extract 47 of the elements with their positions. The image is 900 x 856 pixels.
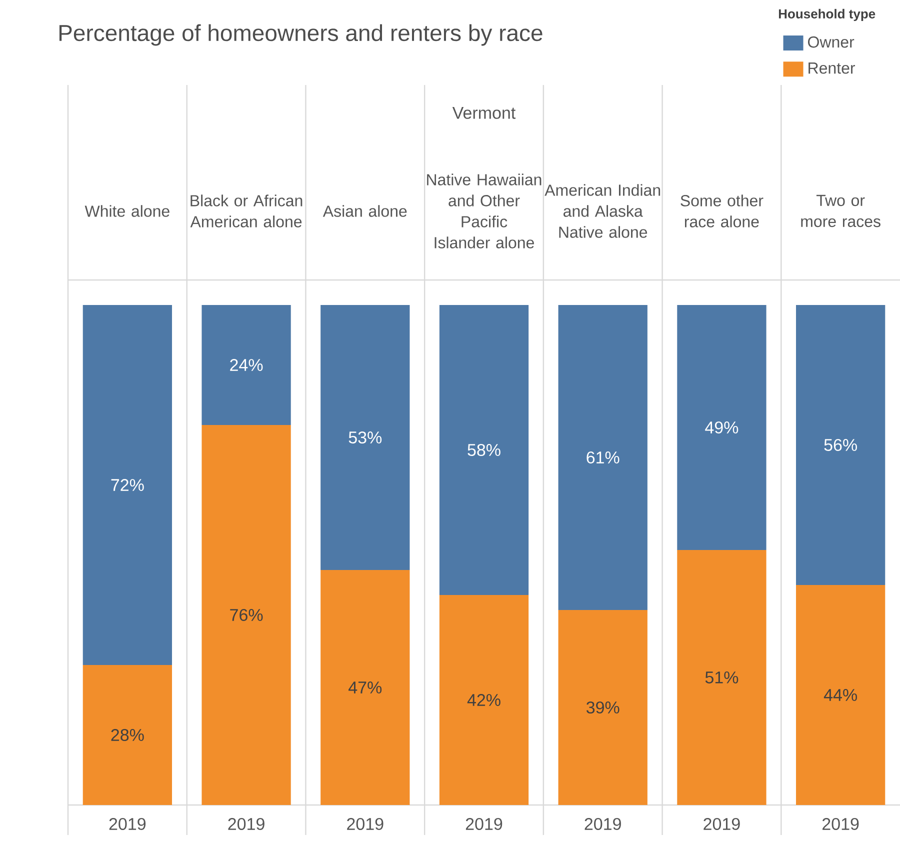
bar: [202, 424, 291, 805]
legend-title: Household type: [778, 8, 876, 22]
legend-label: Owner: [808, 36, 854, 48]
text: 2019: [228, 818, 264, 830]
x-tick-label: Asian alone: [322, 205, 407, 217]
bar: [796, 584, 886, 805]
data-label: 56%: [824, 438, 857, 451]
bar: [558, 304, 648, 610]
text: 2019: [466, 818, 502, 830]
x-tick-label: Some other race alone: [680, 194, 764, 228]
bar: [320, 304, 410, 570]
text: 2019: [822, 818, 859, 830]
data-label: 58%: [468, 444, 500, 456]
text: 2019: [584, 818, 621, 830]
bar: [439, 594, 529, 805]
data-label: 53%: [348, 431, 382, 444]
x-tick-label: Black or African American alone: [190, 194, 302, 228]
bar: [677, 304, 766, 550]
data-label: 28%: [111, 728, 144, 741]
text: 2019: [347, 818, 384, 830]
chart-subtitle: Vermont: [452, 107, 516, 119]
data-label: 49%: [705, 421, 738, 434]
bar: [796, 304, 886, 585]
bar: [439, 304, 529, 595]
data-label: 44%: [824, 689, 857, 701]
bar: [82, 304, 172, 665]
bar: [202, 304, 291, 425]
data-label: 24%: [230, 359, 263, 371]
data-label: 51%: [705, 672, 738, 684]
x-tick-label: American Indian and Alaska Native alone: [544, 184, 660, 238]
data-label: 42%: [467, 694, 500, 706]
data-label: 61%: [586, 451, 620, 464]
bar: [677, 550, 766, 805]
x-tick-label: Native Hawaiian and Other Pacific Islander alone: [427, 174, 542, 248]
data-label: 47%: [348, 682, 382, 694]
bar: [558, 610, 648, 805]
data-label: 39%: [586, 701, 620, 714]
chart-title: Percentage of homeowners and renters by race: [59, 24, 542, 46]
data-label: 76%: [230, 608, 263, 621]
bar: [82, 664, 172, 805]
data-label: 72%: [111, 479, 144, 491]
x-tick-label: White alone: [84, 205, 170, 217]
legend-label: Renter: [808, 62, 856, 74]
bar: [320, 570, 410, 805]
x-tick-label: Two or more races: [801, 194, 880, 228]
text: 2019: [704, 818, 740, 830]
text: 2019: [109, 818, 146, 830]
